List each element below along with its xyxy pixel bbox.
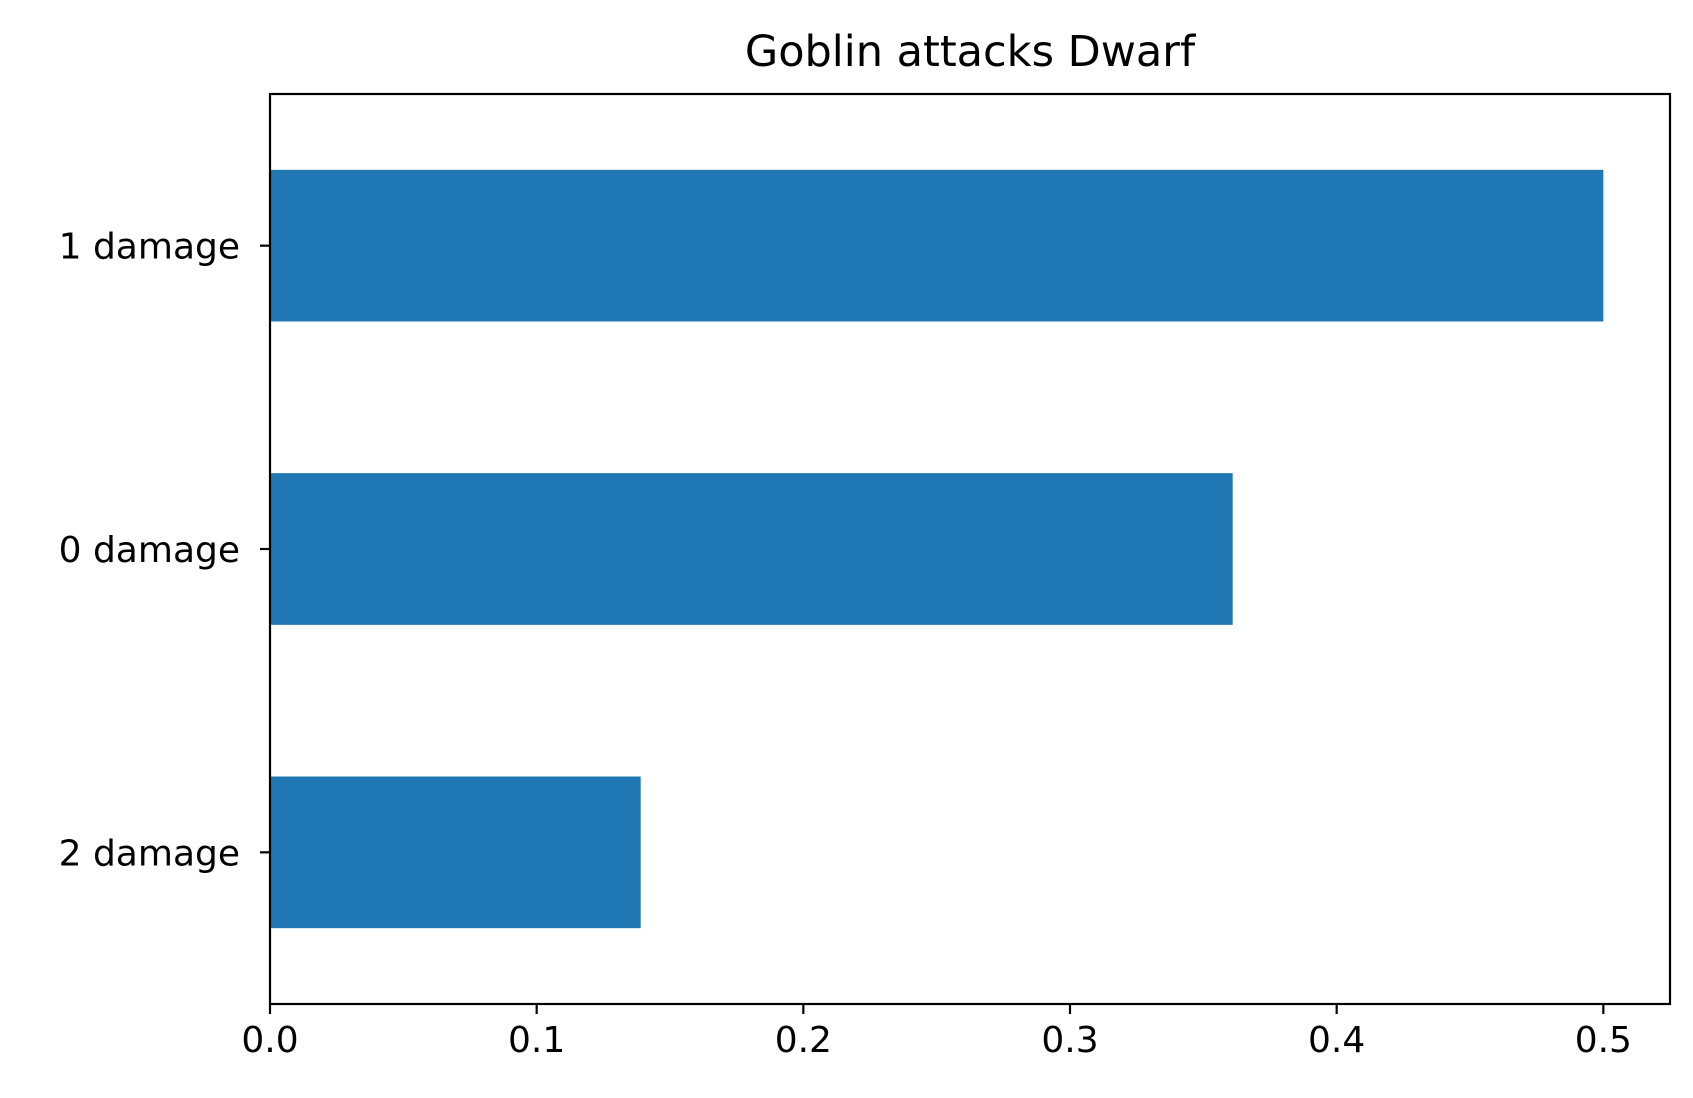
chart-title: Goblin attacks Dwarf bbox=[745, 27, 1196, 77]
x-tick-label: 0.2 bbox=[775, 1020, 832, 1061]
x-tick-label: 0.1 bbox=[508, 1020, 565, 1061]
bar-1-damage bbox=[270, 169, 1604, 322]
x-tick-label: 0.0 bbox=[241, 1020, 298, 1061]
x-tick-label: 0.5 bbox=[1575, 1020, 1632, 1061]
x-tick-label: 0.4 bbox=[1308, 1020, 1365, 1061]
y-tick-label: 2 damage bbox=[59, 833, 240, 874]
y-tick-label: 1 damage bbox=[59, 227, 240, 268]
x-tick-label: 0.3 bbox=[1041, 1020, 1098, 1061]
bar-2-damage bbox=[270, 776, 641, 929]
axes: 0.0 0.1 0.2 0.3 0.4 0.5 2 damage 0 damage 1 dama… bbox=[59, 92, 1672, 1061]
y-tick-label: 0 damage bbox=[59, 530, 240, 571]
bars-layer bbox=[270, 169, 1604, 929]
bar-0-damage bbox=[270, 473, 1233, 625]
